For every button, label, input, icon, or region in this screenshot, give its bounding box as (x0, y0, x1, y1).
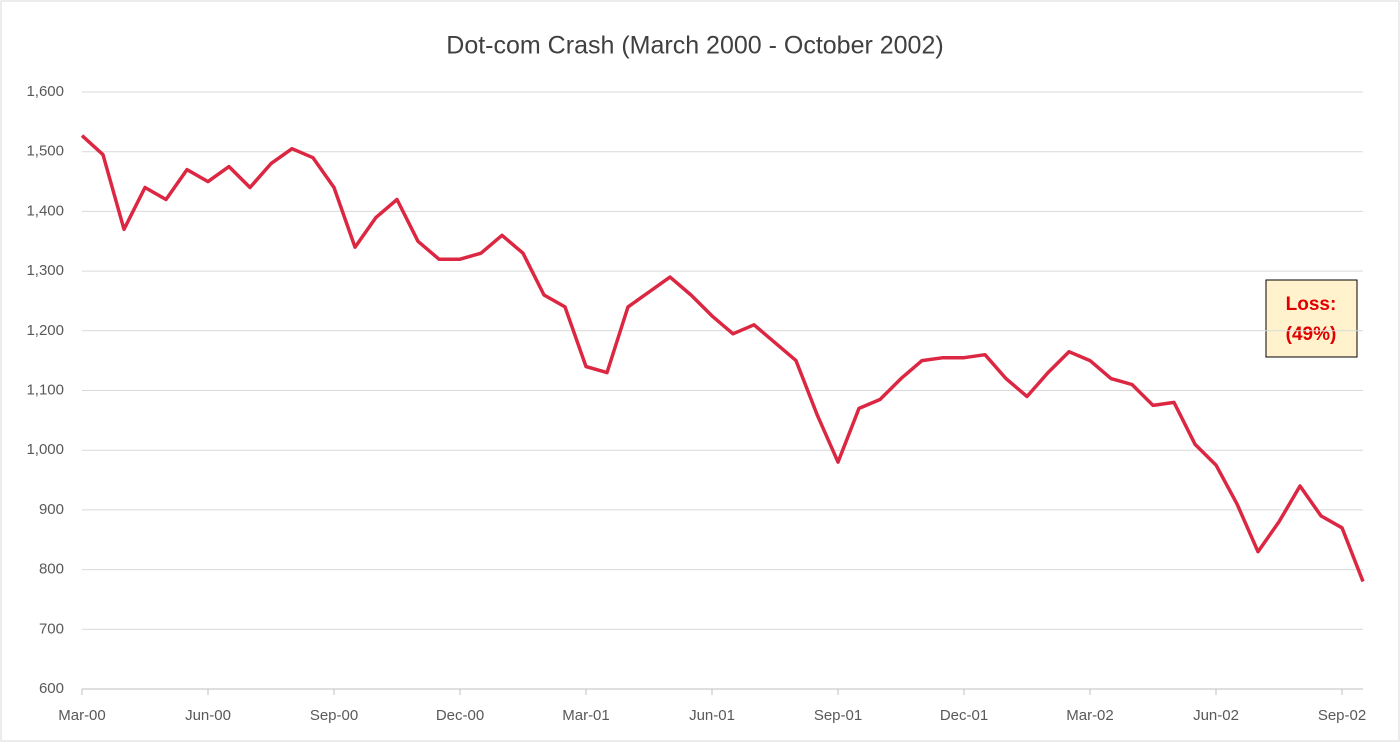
annotation: Loss: (1286, 294, 1337, 315)
x-tick-label: Mar-01 (562, 707, 610, 724)
y-tick-label: 900 (39, 501, 64, 518)
x-tick-label: Sep-01 (814, 707, 862, 724)
y-tick-label: 1,500 (26, 143, 64, 160)
y-tick-label: 800 (39, 561, 64, 578)
x-tick-label: Sep-02 (1318, 707, 1366, 724)
y-tick-label: 1,600 (26, 83, 64, 100)
y-tick-label: 1,000 (26, 441, 64, 458)
x-tick-label: Jun-00 (185, 707, 231, 724)
y-tick-label: 1,200 (26, 322, 64, 339)
x-tick-label: Dec-01 (940, 707, 988, 724)
line-series (80, 134, 1365, 583)
x-tick-label: Jun-01 (689, 707, 735, 724)
annotation: (49%) (1286, 324, 1337, 345)
y-tick-label: 1,100 (26, 381, 64, 398)
annotation-box (1265, 279, 1358, 358)
x-tick-label: Dec-00 (436, 707, 484, 724)
y-tick-label: 1,400 (26, 202, 64, 219)
y-tick-label: 1,300 (26, 262, 64, 279)
chart-title: Dot-com Crash (March 2000 - October 2002… (446, 32, 943, 60)
x-tick-label: Sep-00 (310, 707, 358, 724)
x-tick-label: Mar-00 (58, 707, 106, 724)
y-tick-label: 700 (39, 620, 64, 637)
x-tick-label: Jun-02 (1193, 707, 1239, 724)
x-tick-label: Mar-02 (1066, 707, 1114, 724)
y-tick-label: 600 (39, 680, 64, 697)
